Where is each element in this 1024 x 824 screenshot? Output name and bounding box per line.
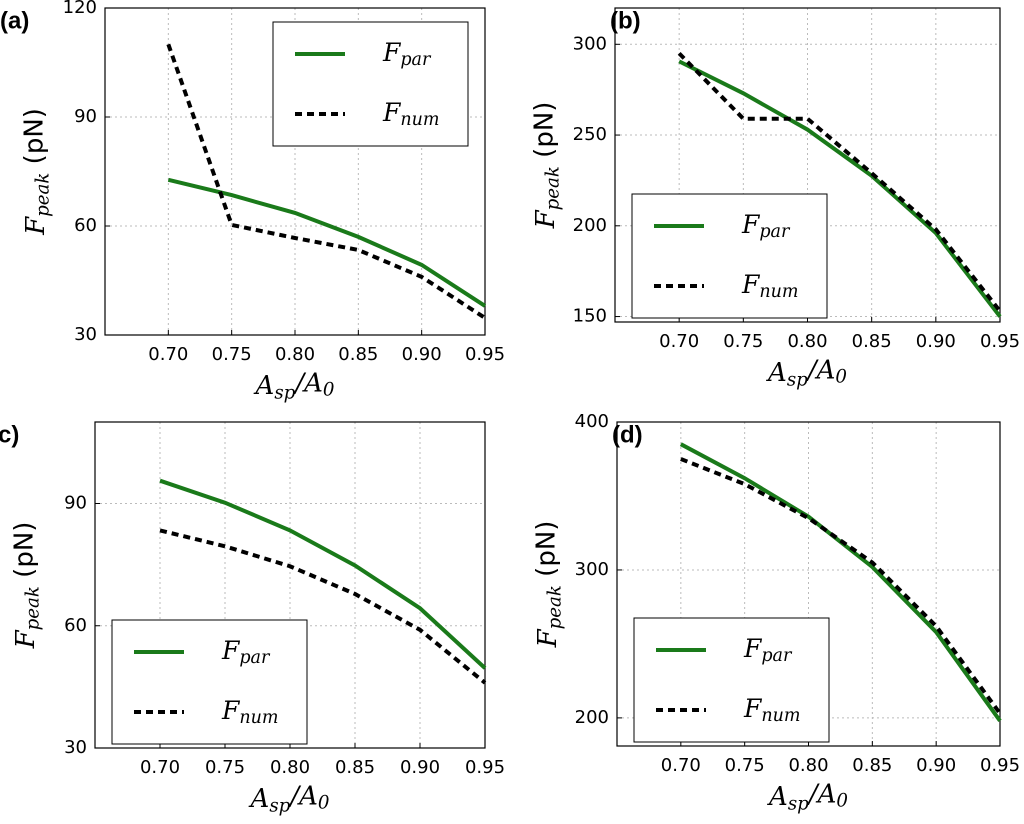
x-axis-label: Asp/A0 <box>766 355 847 390</box>
panel-label: (d) <box>612 421 643 448</box>
x-axis-label: Asp/A0 <box>249 781 330 816</box>
y-tick-label: 200 <box>573 215 607 236</box>
y-tick-label: 30 <box>64 737 87 758</box>
x-tick-label: 0.90 <box>402 344 442 365</box>
plot-frame <box>94 421 486 749</box>
legend-box <box>272 21 469 147</box>
x-tick-label: 0.95 <box>980 331 1020 352</box>
subplot: 0.70 0.75 0.80 0.85 0.90 0.95 150 200 250 300 Fpar… <box>529 7 1020 390</box>
x-tick-label: 0.90 <box>916 331 956 352</box>
legend-label: Fnum <box>743 694 801 726</box>
y-tick-label: 60 <box>64 615 87 636</box>
subplot: 0.70 0.75 0.80 0.85 0.90 0.95 30 60 90 120 Fpar Fnu… <box>0 0 505 403</box>
x-tick-label: 0.70 <box>661 755 701 776</box>
y-tick-label: 200 <box>575 707 609 728</box>
plot-frame <box>614 7 1001 323</box>
x-tick-label: 0.80 <box>787 331 827 352</box>
x-tick-label: 0.85 <box>852 331 892 352</box>
y-tick-label: 120 <box>63 0 97 18</box>
legend-label: Fpar <box>743 634 793 666</box>
y-axis-label: Fpeak (pN) <box>9 522 44 650</box>
legend-label: Fnum <box>221 696 279 728</box>
y-tick-label: 300 <box>573 33 607 54</box>
x-tick-label: 0.70 <box>148 344 188 365</box>
series-line <box>159 478 487 670</box>
legend-box <box>111 619 308 745</box>
legend-label: Fpar <box>382 38 432 70</box>
series-line <box>678 59 1002 318</box>
x-tick-label: 0.80 <box>275 344 315 365</box>
y-tick-label: 90 <box>74 106 97 127</box>
plot-frame <box>104 7 486 336</box>
x-axis-label: Asp/A0 <box>254 368 335 403</box>
panel-label: (a) <box>0 7 29 34</box>
y-tick-label: 90 <box>64 493 87 514</box>
x-tick-label: 0.85 <box>338 344 378 365</box>
y-tick-label: 30 <box>74 324 97 345</box>
series-line <box>166 43 487 320</box>
x-tick-label: 0.90 <box>916 755 956 776</box>
x-axis-label: Asp/A0 <box>767 779 848 814</box>
x-tick-label: 0.75 <box>725 755 765 776</box>
subplot: 0.70 0.75 0.80 0.85 0.90 0.95 200 300 400 Fpar Fnu… <box>531 411 1020 814</box>
legend-label: Fpar <box>221 636 271 668</box>
x-tick-label: 0.80 <box>788 755 828 776</box>
x-tick-label: 0.75 <box>723 331 763 352</box>
legend-label: Fnum <box>382 98 440 130</box>
subplot: 0.70 0.75 0.80 0.85 0.90 0.95 30 60 90 Fpar Fnum As… <box>0 421 505 816</box>
x-tick-label: 0.90 <box>400 757 440 778</box>
y-axis-label: Fpeak (pN) <box>19 108 54 236</box>
series-line <box>680 457 1002 715</box>
x-tick-label: 0.85 <box>852 755 892 776</box>
legend-box <box>633 617 830 743</box>
x-tick-label: 0.75 <box>212 344 252 365</box>
y-tick-label: 400 <box>575 411 609 432</box>
panel-label: (b) <box>610 7 641 34</box>
plot-frame <box>616 421 1001 747</box>
y-tick-label: 300 <box>575 559 609 580</box>
y-tick-label: 250 <box>573 124 607 145</box>
y-axis-label: Fpeak (pN) <box>531 521 566 649</box>
x-tick-label: 0.80 <box>270 757 310 778</box>
y-axis-label: Fpeak (pN) <box>529 102 564 230</box>
series-line <box>159 528 487 685</box>
series-line <box>677 51 1002 313</box>
x-tick-label: 0.85 <box>335 757 375 778</box>
legend-label: Fnum <box>741 270 799 302</box>
y-tick-label: 150 <box>573 306 607 327</box>
panel-label: (c) <box>0 421 19 448</box>
legend-box <box>631 193 828 319</box>
x-tick-label: 0.70 <box>140 757 180 778</box>
x-tick-label: 0.95 <box>980 755 1020 776</box>
x-tick-label: 0.70 <box>659 331 699 352</box>
y-tick-label: 60 <box>74 215 97 236</box>
x-tick-label: 0.95 <box>465 757 505 778</box>
x-tick-label: 0.95 <box>465 344 505 365</box>
x-tick-label: 0.75 <box>205 757 245 778</box>
legend-label: Fpar <box>741 210 791 242</box>
